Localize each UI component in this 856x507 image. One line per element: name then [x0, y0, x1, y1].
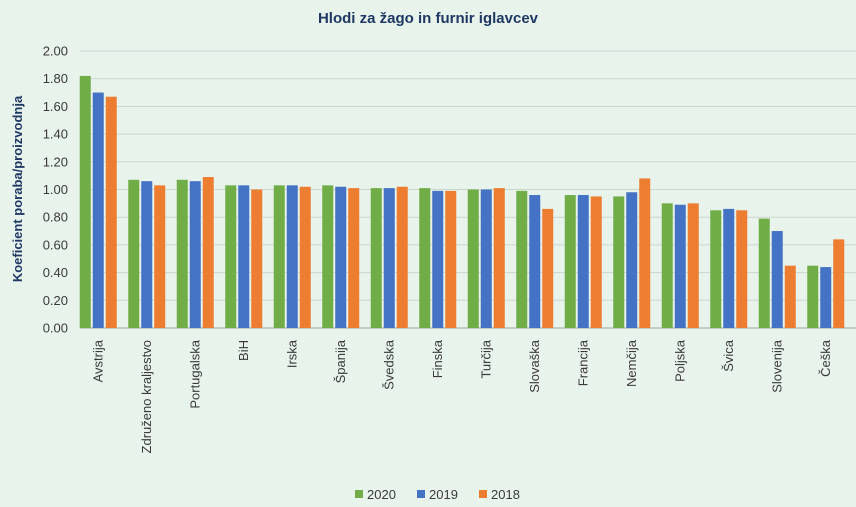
bar-2019	[189, 181, 201, 328]
bar-2020	[79, 75, 91, 329]
y-tick-label: 0.20	[43, 293, 68, 308]
x-category-label: Slovaška	[527, 339, 542, 393]
bar-2018	[154, 185, 166, 328]
bar-2020	[564, 195, 576, 328]
legend-label: 2020	[367, 487, 396, 502]
bar-2018	[639, 178, 651, 328]
bar-2018	[687, 203, 699, 328]
x-category-label: Španija	[333, 339, 348, 383]
legend-label: 2019	[429, 487, 458, 502]
x-category-label: Združeno kraljestvo	[139, 340, 154, 453]
bar-2019	[480, 189, 492, 328]
legend: 2020 2019 2018	[355, 487, 520, 502]
bar-2020	[516, 190, 528, 328]
bar-2020	[758, 218, 770, 328]
bar-2018	[396, 186, 408, 328]
bar-2018	[251, 189, 263, 328]
legend-swatch-2020	[355, 490, 363, 498]
y-tick-label: 1.40	[43, 127, 68, 142]
bar-2018	[202, 177, 214, 328]
bar-2018	[493, 188, 505, 328]
y-axis-label: Koeficient poraba/proizvodnja	[10, 95, 25, 282]
bar-2019	[529, 195, 541, 328]
bar-2020	[613, 196, 625, 328]
x-category-label: Avstrija	[90, 339, 105, 382]
legend-swatch-2019	[417, 490, 425, 498]
bar-2019	[723, 208, 735, 328]
bar-2018	[299, 186, 311, 328]
y-tick-label: 1.60	[43, 99, 68, 114]
bar-2020	[710, 210, 722, 328]
y-tick-label: 0.00	[43, 321, 68, 336]
legend-swatch-2018	[479, 490, 487, 498]
x-category-label: Francija	[575, 339, 590, 386]
bar-2019	[432, 190, 444, 328]
bar-2019	[335, 186, 347, 328]
bars	[79, 75, 845, 329]
bar-2020	[807, 265, 819, 328]
x-category-label: Turčija	[478, 339, 493, 378]
bar-2018	[105, 96, 117, 328]
bar-2020	[273, 185, 285, 328]
x-category-label: Švica	[721, 339, 736, 372]
bar-2020	[225, 185, 237, 328]
x-category-label: Portugalska	[187, 339, 202, 408]
bar-2020	[128, 179, 140, 328]
y-tick-label: 2.00	[43, 44, 68, 59]
y-axis-ticks: 0.00 0.20 0.40 0.60 0.80 1.00 1.20 1.40 1.60 1.80…	[43, 44, 68, 336]
x-category-label: Finska	[430, 339, 445, 378]
bar-2018	[348, 188, 360, 328]
y-tick-label: 0.80	[43, 210, 68, 225]
bar-2020	[661, 203, 673, 328]
chart-title: Hlodi za žago in furnir iglavcev	[318, 10, 539, 27]
x-category-label: Irska	[284, 339, 299, 368]
bar-2020	[370, 188, 382, 328]
bar-2019	[286, 185, 298, 328]
bar-2018	[590, 196, 602, 328]
bar-2019	[92, 92, 104, 328]
bar-2018	[542, 208, 554, 328]
bar-2019	[383, 188, 395, 328]
y-tick-label: 1.20	[43, 154, 68, 169]
x-category-label: Nemčija	[624, 339, 639, 387]
x-category-label: Švedska	[381, 339, 396, 390]
bar-2018	[833, 239, 845, 328]
y-tick-label: 0.60	[43, 237, 68, 252]
x-category-label: BiH	[236, 340, 251, 361]
y-tick-label: 0.40	[43, 265, 68, 280]
bar-2018	[784, 265, 796, 328]
bar-2020	[419, 188, 431, 328]
x-category-label: Slovenija	[769, 339, 784, 393]
bar-2018	[736, 210, 748, 328]
bar-2019	[577, 195, 589, 328]
bar-2019	[141, 181, 153, 328]
bar-2019	[820, 267, 832, 328]
bar-2019	[674, 204, 686, 328]
bar-2019	[626, 192, 638, 328]
legend-label: 2018	[491, 487, 520, 502]
bar-2020	[176, 179, 188, 328]
x-category-label: Poljska	[672, 339, 687, 382]
bar-2020	[467, 189, 479, 328]
x-category-label: Češka	[818, 339, 833, 377]
bar-2018	[445, 190, 457, 328]
y-tick-label: 1.80	[43, 71, 68, 86]
y-tick-label: 1.00	[43, 182, 68, 197]
x-axis-categories: Avstrija Združeno kraljestvo Portugalska Bi…	[90, 339, 833, 453]
bar-2019	[238, 185, 250, 328]
bar-2020	[322, 185, 334, 328]
bar-2019	[771, 231, 783, 328]
